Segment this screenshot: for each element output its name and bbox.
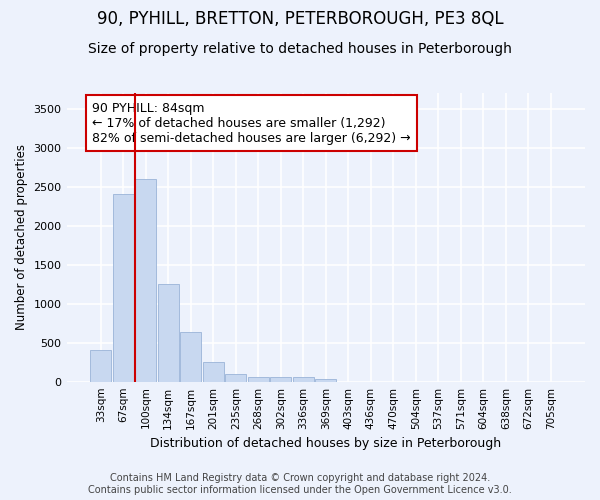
Bar	[113, 194, 134, 382]
Bar	[180, 332, 202, 382]
Text: 90 PYHILL: 84sqm
← 17% of detached houses are smaller (1,292)
82% of semi-detach: 90 PYHILL: 84sqm ← 17% of detached house…	[92, 102, 411, 144]
Y-axis label: Number of detached properties: Number of detached properties	[15, 144, 28, 330]
Bar	[315, 378, 337, 382]
Bar	[293, 378, 314, 382]
Bar	[135, 179, 157, 382]
Bar	[248, 378, 269, 382]
Text: 90, PYHILL, BRETTON, PETERBOROUGH, PE3 8QL: 90, PYHILL, BRETTON, PETERBOROUGH, PE3 8…	[97, 10, 503, 28]
X-axis label: Distribution of detached houses by size in Peterborough: Distribution of detached houses by size …	[150, 437, 502, 450]
Text: Size of property relative to detached houses in Peterborough: Size of property relative to detached ho…	[88, 42, 512, 56]
Bar	[158, 284, 179, 382]
Bar	[90, 350, 112, 382]
Bar	[225, 374, 247, 382]
Bar	[270, 378, 292, 382]
Text: Contains HM Land Registry data © Crown copyright and database right 2024.
Contai: Contains HM Land Registry data © Crown c…	[88, 474, 512, 495]
Bar	[203, 362, 224, 382]
